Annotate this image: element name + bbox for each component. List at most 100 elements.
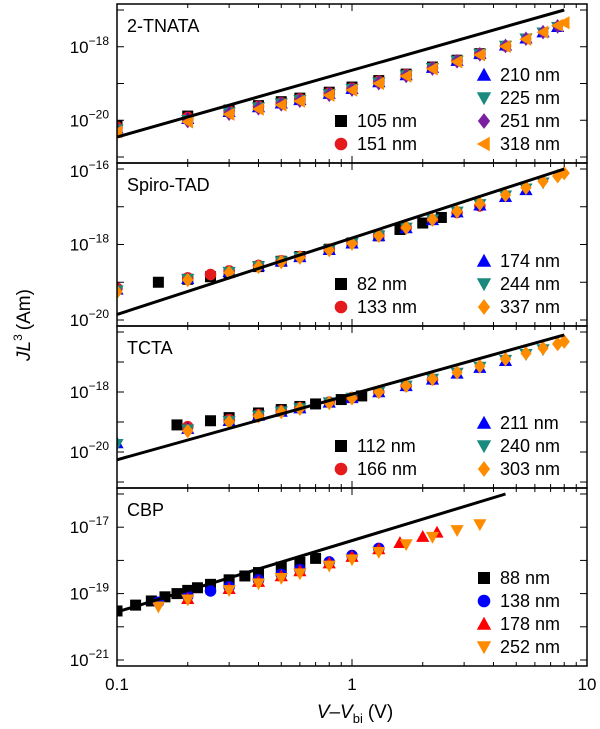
- series-105-nm: [117, 48, 486, 132]
- legend-label: 112 nm: [357, 436, 416, 456]
- legend-entry: 174 nm: [476, 251, 560, 271]
- data-point: [499, 187, 512, 203]
- data-point: [251, 102, 264, 116]
- x-axis-label-sub: bi: [353, 711, 363, 726]
- x-axis-label: V–Vbi (V): [317, 702, 393, 726]
- y-tick-label: 10−18: [70, 379, 110, 402]
- fit-line: [117, 492, 506, 614]
- panel-title: Spiro-TAD: [127, 175, 210, 195]
- series-252-nm: [151, 519, 487, 614]
- data-point: [117, 439, 124, 451]
- legend-label: 244 nm: [500, 274, 560, 294]
- data-point: [536, 25, 549, 39]
- data-point: [182, 272, 194, 288]
- legend-entry: 151 nm: [334, 134, 417, 154]
- legend-entry: 303 nm: [477, 459, 560, 479]
- data-point: [222, 585, 236, 597]
- data-point: [498, 39, 511, 54]
- legend-label: 252 nm: [500, 637, 560, 657]
- data-point: [372, 547, 386, 559]
- plot-area: [117, 165, 570, 316]
- legend-marker: [476, 641, 492, 655]
- legend-entry: 318 nm: [476, 134, 560, 154]
- x-tick-label: 10: [578, 675, 597, 694]
- legend-label: 166 nm: [357, 459, 417, 479]
- data-point: [499, 351, 512, 367]
- x-axis-ticks: 0.1 1 10: [105, 675, 596, 694]
- panel-1: 10−18 10−20 2-TNATA 210 nm 225 nm 251 nm 318 n…: [70, 3, 588, 164]
- legend-entry: 210 nm: [476, 65, 560, 85]
- data-point: [474, 196, 486, 212]
- data-point: [417, 217, 429, 229]
- data-point: [399, 539, 413, 552]
- series-303-nm: [182, 334, 570, 439]
- data-point: [204, 585, 217, 597]
- data-point: [426, 212, 439, 227]
- data-point: [205, 415, 217, 427]
- panel-2: 10−16 10−18 10−20 Spiro-TAD 174 nm 244 nm 337 …: [70, 158, 588, 330]
- data-point: [399, 69, 412, 83]
- data-point: [204, 268, 217, 281]
- y-tick-label: 10−20: [70, 107, 110, 130]
- legend-label: 174 nm: [500, 251, 560, 271]
- data-point: [451, 365, 463, 380]
- data-point: [557, 16, 570, 30]
- data-point: [345, 83, 358, 97]
- legend-entry: 337 nm: [477, 297, 560, 317]
- legend-marker: [476, 253, 492, 267]
- legend-label: 318 nm: [500, 134, 560, 154]
- data-point: [473, 48, 486, 62]
- legend-label: 251 nm: [500, 111, 560, 131]
- legend-label: 178 nm: [500, 614, 560, 634]
- y-tick-label: 10−18: [70, 232, 110, 255]
- data-point: [416, 530, 430, 542]
- legend-marker: [334, 300, 348, 314]
- legend-marker: [477, 594, 491, 608]
- legend-entry: 240 nm: [476, 436, 560, 456]
- data-point: [181, 115, 194, 129]
- panel-title: TCTA: [127, 338, 173, 358]
- data-point: [171, 419, 183, 431]
- data-point: [425, 62, 438, 76]
- legend-entry: 112 nm: [335, 436, 416, 456]
- legend-entry: 105 nm: [335, 111, 417, 131]
- legend-entry: 244 nm: [476, 274, 560, 294]
- data-point: [274, 572, 288, 585]
- legend-label: 337 nm: [500, 297, 560, 317]
- plot-area: [117, 8, 570, 139]
- data-point: [322, 560, 336, 573]
- legend-label: 210 nm: [500, 65, 560, 85]
- data-point: [400, 220, 412, 235]
- data-point: [323, 395, 335, 411]
- legend-label: 88 nm: [500, 568, 550, 588]
- legend-marker: [476, 278, 492, 292]
- panel-3: 10−18 10−20 TCTA 211 nm 240 nm 303 nm 112 nm 16…: [70, 325, 588, 489]
- legend-label: 211 nm: [500, 413, 559, 433]
- data-point: [322, 88, 335, 102]
- legend-entry: 82 nm: [335, 274, 407, 294]
- legend-entry: 211 nm: [476, 413, 559, 433]
- legend-marker: [335, 115, 347, 127]
- legend-label: 105 nm: [357, 111, 417, 131]
- data-point: [294, 250, 306, 265]
- data-point: [372, 76, 385, 91]
- series-88-nm: [117, 552, 322, 617]
- data-point: [182, 423, 194, 439]
- legend-marker: [476, 67, 492, 81]
- legend-entry: 138 nm: [477, 591, 560, 611]
- legend-entry: 252 nm: [476, 637, 560, 657]
- data-point: [345, 554, 359, 567]
- series-178-nm: [181, 525, 444, 605]
- data-point: [275, 404, 287, 420]
- data-point: [400, 378, 412, 393]
- y-axis-label-sup: 3: [11, 334, 25, 341]
- legend-label: 303 nm: [500, 459, 560, 479]
- data-point: [473, 519, 487, 532]
- data-point: [425, 531, 440, 544]
- legend-marker: [334, 462, 348, 476]
- data-point: [520, 346, 532, 361]
- legend-marker: [477, 461, 491, 477]
- legend-marker: [334, 137, 348, 151]
- legend-marker: [335, 278, 347, 290]
